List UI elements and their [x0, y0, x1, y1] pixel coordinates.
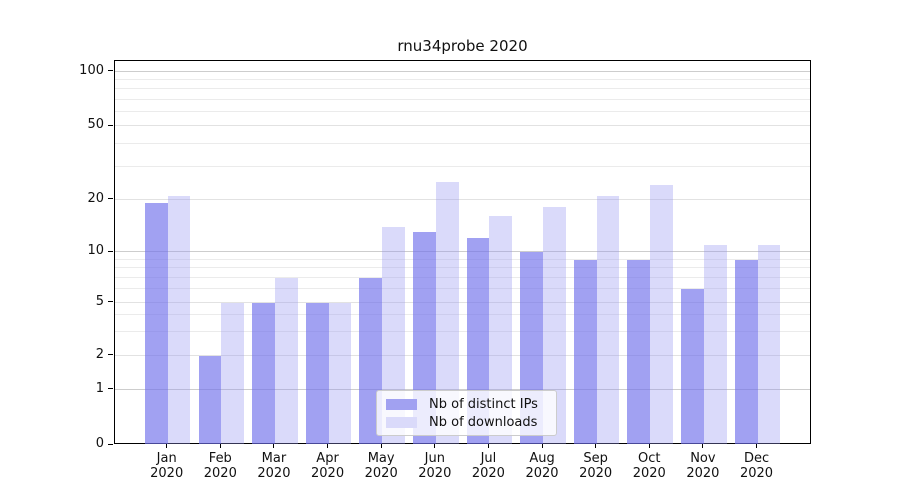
- x-tick-mark: [380, 444, 382, 448]
- gridline-y-40: [115, 142, 810, 144]
- x-tick-label-nov: Nov 2020: [686, 451, 720, 481]
- y-tick-label-0: 0: [95, 436, 104, 451]
- gridline-y-30: [115, 165, 810, 167]
- y-tick-mark: [108, 388, 113, 389]
- gridline-y-5: [115, 301, 810, 303]
- gridline-y-10: [115, 251, 810, 252]
- x-tick-label-apr: Apr 2020: [311, 451, 345, 481]
- bar-downloads-dec: [757, 244, 781, 444]
- x-tick-mark: [273, 444, 275, 448]
- legend-label: Nb of distinct IPs: [429, 396, 538, 412]
- y-tick-mark: [108, 198, 113, 199]
- bar-distinct-ips-mar: [252, 302, 275, 444]
- x-tick-label-jan: Jan 2020: [150, 451, 184, 481]
- x-tick-mark: [648, 444, 650, 448]
- gridline-y-7: [115, 276, 810, 278]
- y-tick-mark: [108, 301, 113, 302]
- chart-title: rnu34probe 2020: [397, 37, 528, 55]
- bar-distinct-ips-nov: [681, 289, 704, 444]
- bar-distinct-ips-apr: [305, 302, 329, 444]
- y-tick-mark: [108, 443, 113, 445]
- legend-swatch-distinct-ips: [386, 398, 417, 410]
- x-tick-label-jun: Jun 2020: [418, 451, 452, 481]
- y-tick-mark: [108, 70, 113, 72]
- x-tick-mark: [702, 444, 704, 448]
- y-tick-label-10: 10: [87, 243, 104, 258]
- bar-downloads-feb: [221, 302, 245, 444]
- legend-item-downloads: Nb of downloads: [386, 413, 547, 431]
- y-tick-label-100: 100: [79, 62, 104, 78]
- bar-distinct-ips-jan: [144, 203, 168, 444]
- y-tick-label-1: 1: [95, 380, 104, 396]
- bar-downloads-apr: [328, 302, 352, 444]
- gridline-y-60: [115, 110, 810, 112]
- bar-downloads-jul: [489, 216, 513, 444]
- gridline-y-3: [115, 331, 810, 333]
- bar-downloads-oct: [650, 184, 674, 444]
- bar-downloads-nov: [703, 244, 727, 444]
- bar-downloads-jan: [167, 195, 191, 444]
- x-tick-mark: [541, 444, 543, 448]
- gridline-y-80: [115, 88, 810, 90]
- legend: Nb of distinct IPs Nb of downloads: [376, 390, 557, 436]
- x-tick-mark: [166, 444, 168, 448]
- plot-area: [114, 60, 811, 444]
- x-tick-mark: [219, 444, 221, 448]
- bar-distinct-ips-dec: [734, 259, 758, 444]
- gridline-y-20: [115, 198, 810, 200]
- gridline-y-6: [115, 288, 810, 290]
- bar-downloads-may: [382, 226, 405, 444]
- x-tick-mark: [756, 444, 758, 448]
- bar-distinct-ips-feb: [198, 355, 222, 444]
- x-tick-label-oct: Oct 2020: [632, 451, 666, 481]
- gridline-y-70: [115, 98, 810, 100]
- bar-downloads-mar: [274, 277, 298, 444]
- y-tick-mark: [108, 250, 113, 252]
- x-tick-label-jul: Jul 2020: [471, 451, 505, 481]
- x-tick-label-may: May 2020: [364, 451, 398, 481]
- x-tick-mark: [434, 444, 436, 448]
- gridline-y-9: [115, 258, 810, 260]
- y-tick-mark: [108, 354, 113, 356]
- gridline-y-2: [115, 354, 810, 356]
- x-tick-label-mar: Mar 2020: [257, 451, 291, 481]
- x-tick-label-aug: Aug 2020: [525, 451, 559, 481]
- x-tick-mark: [595, 444, 597, 448]
- gridline-y-90: [115, 78, 810, 80]
- y-tick-mark: [108, 124, 113, 126]
- gridline-y-4: [115, 314, 810, 316]
- x-tick-label-dec: Dec 2020: [739, 451, 774, 481]
- gridline-y-50: [115, 125, 810, 126]
- bar-downloads-aug: [543, 207, 566, 444]
- y-tick-label-20: 20: [87, 190, 104, 206]
- bar-downloads-sep: [596, 195, 620, 444]
- bar-distinct-ips-oct: [627, 259, 651, 444]
- y-tick-label-5: 5: [95, 293, 104, 309]
- bar-downloads-jun: [435, 181, 459, 444]
- gridline-y-100: [115, 70, 810, 72]
- x-tick-mark: [327, 444, 329, 448]
- x-tick-mark: [487, 444, 489, 448]
- x-tick-label-feb: Feb 2020: [203, 451, 237, 481]
- y-tick-label-2: 2: [95, 346, 104, 362]
- legend-item-distinct-ips: Nb of distinct IPs: [386, 395, 547, 413]
- gridline-y-1: [115, 388, 810, 390]
- legend-swatch-downloads: [386, 416, 417, 428]
- legend-label: Nb of downloads: [429, 414, 538, 430]
- x-tick-label-sep: Sep 2020: [579, 451, 613, 481]
- bar-distinct-ips-sep: [573, 259, 597, 444]
- y-tick-label-50: 50: [87, 117, 104, 132]
- gridline-y-8: [115, 267, 810, 269]
